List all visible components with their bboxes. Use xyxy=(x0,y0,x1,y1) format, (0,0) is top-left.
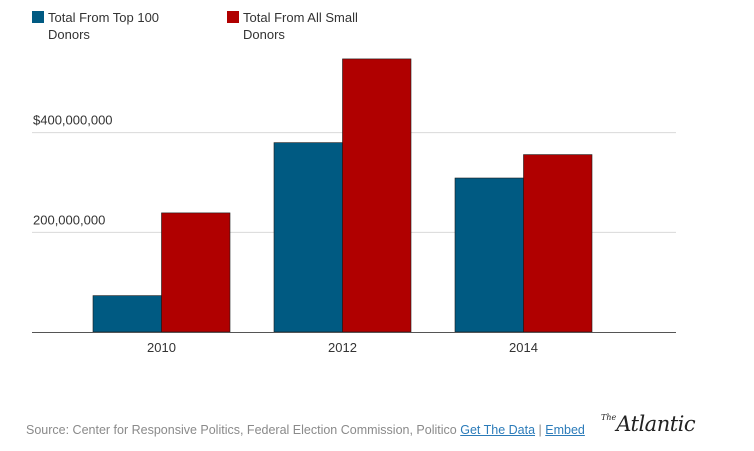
bar-small-donors-2012 xyxy=(342,58,412,333)
source-text: Source: Center for Responsive Politics, … xyxy=(26,423,457,437)
bar-top-100-2010 xyxy=(92,295,162,333)
bar-chart: 200,000,000 $400,000,000 2010 2012 2014 xyxy=(32,58,676,355)
x-tick-label: 2014 xyxy=(509,340,538,355)
legend-label-top-100: Total From Top 100 Donors xyxy=(48,10,160,42)
legend-label-small-donors: Total From All Small Donors xyxy=(243,10,358,42)
y-tick-label: 200,000,000 xyxy=(33,212,105,227)
bar-top-100-2014 xyxy=(454,177,524,333)
footer: Source: Center for Responsive Politics, … xyxy=(26,423,585,437)
footer-separator: | xyxy=(538,423,542,437)
bar-small-donors-2014 xyxy=(523,154,593,333)
legend-item-small-donors: Total From All Small Donors xyxy=(227,9,383,43)
atlantic-logo: TheAtlantic xyxy=(601,412,696,436)
legend-item-top-100: Total From Top 100 Donors xyxy=(32,9,188,43)
embed-link[interactable]: Embed xyxy=(545,423,585,437)
get-the-data-link[interactable]: Get The Data xyxy=(460,423,536,437)
x-tick-label: 2010 xyxy=(147,340,176,355)
legend-swatch-top-100 xyxy=(32,11,44,23)
logo-name: Atlantic xyxy=(616,412,696,436)
logo-the: The xyxy=(601,413,617,422)
x-tick-label: 2012 xyxy=(328,340,357,355)
bar-top-100-2012 xyxy=(273,142,343,333)
legend-swatch-small-donors xyxy=(227,11,239,23)
bar-small-donors-2010 xyxy=(161,212,231,333)
y-tick-label: $400,000,000 xyxy=(33,113,113,128)
